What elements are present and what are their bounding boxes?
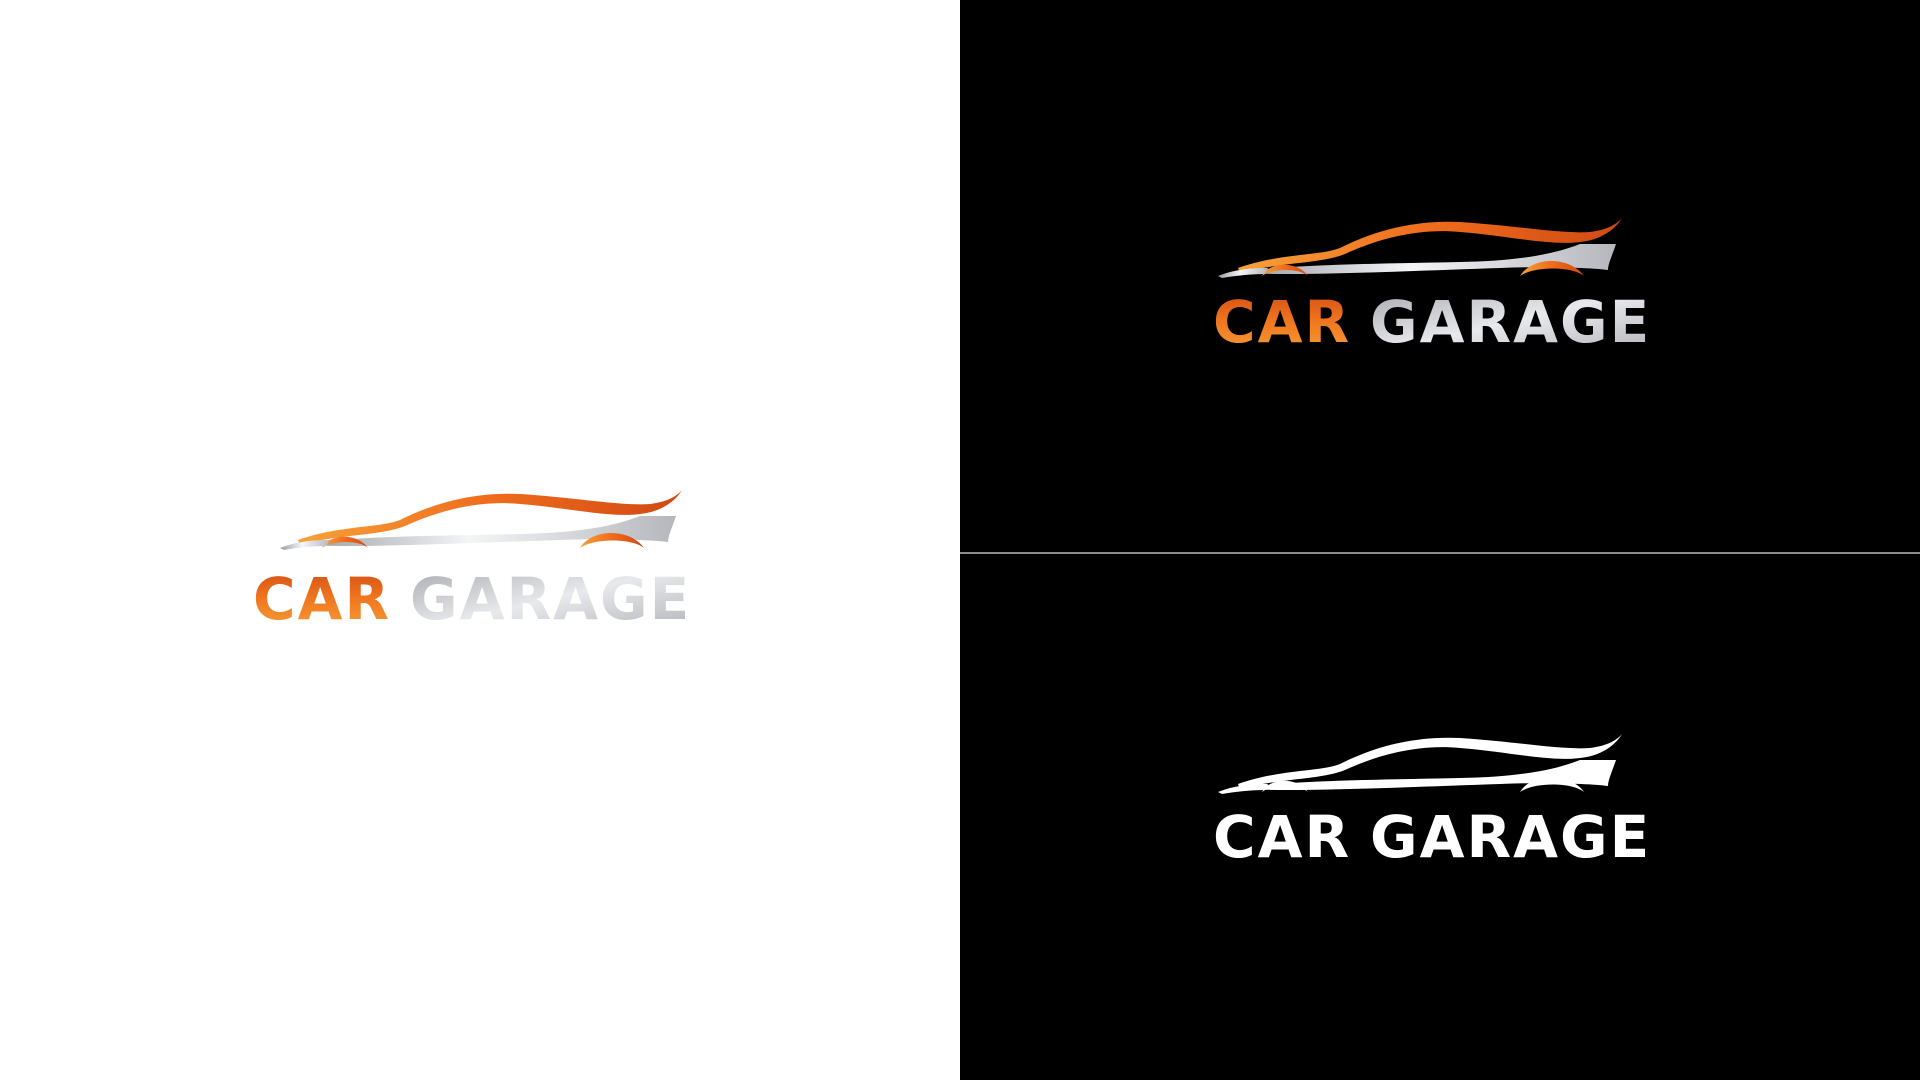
car-silhouette-icon bbox=[280, 490, 682, 550]
car-silhouette-icon bbox=[1218, 734, 1622, 794]
wordmark-garage-text: GARAGE bbox=[1370, 288, 1651, 356]
wordmark-car-text: CAR bbox=[253, 565, 391, 633]
car-garage-logo-color-dark: CAR GARAGE bbox=[1213, 218, 1651, 356]
car-garage-logo-color-light: CAR GARAGE bbox=[253, 490, 691, 633]
wordmark-car-text: CAR bbox=[1213, 288, 1351, 356]
light-background-panel: CAR GARAGE bbox=[253, 490, 691, 633]
panel-divider-line bbox=[960, 552, 1920, 554]
wordmark-garage-text: GARAGE bbox=[410, 565, 691, 633]
dark-background-panel-top: CAR GARAGE bbox=[960, 0, 1920, 552]
car-silhouette-icon bbox=[1218, 218, 1622, 278]
wordmark-garage-text: GARAGE bbox=[1370, 803, 1651, 871]
wordmark-car-text: CAR bbox=[1213, 803, 1351, 871]
car-garage-logo-white: CAR GARAGE bbox=[1213, 734, 1651, 871]
dark-background-panel-bottom: CAR GARAGE bbox=[960, 554, 1920, 1080]
